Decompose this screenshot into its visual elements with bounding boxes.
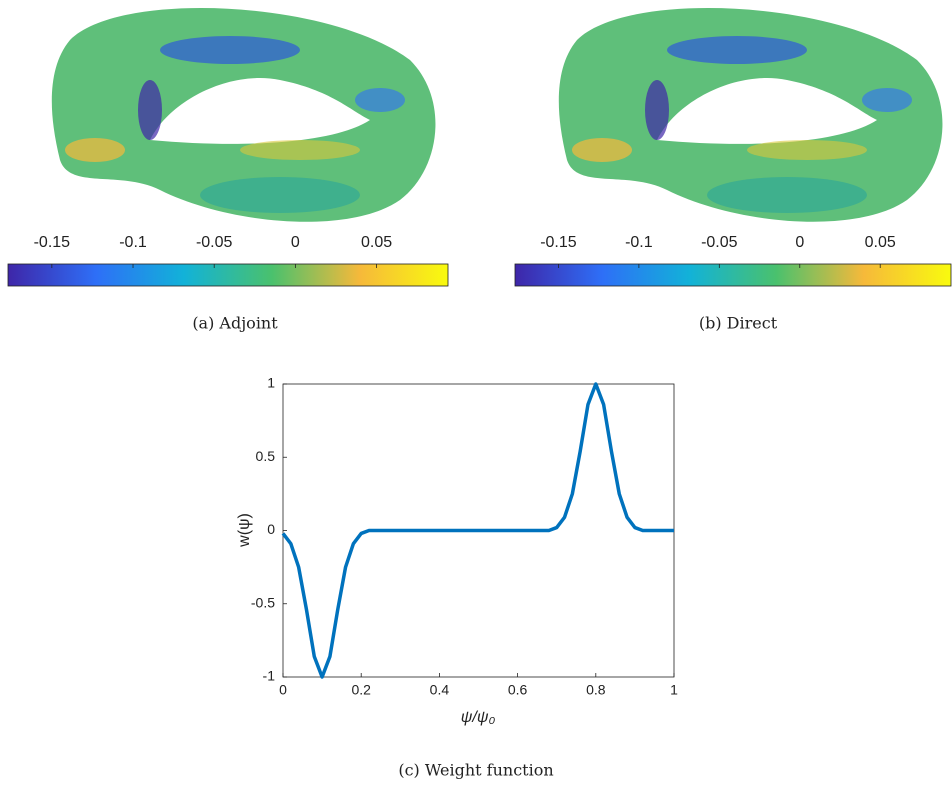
y-tick-label: 1 bbox=[267, 375, 275, 391]
line-series bbox=[283, 384, 674, 677]
colorbar bbox=[8, 264, 448, 286]
colorbar-tick-label: 0 bbox=[291, 234, 300, 251]
colorbar-tick-label: -0.05 bbox=[701, 234, 738, 251]
x-tick-label: 0.8 bbox=[586, 682, 606, 698]
x-tick-label: 0.6 bbox=[508, 682, 528, 698]
figure: -0.15 -0.1 -0.05 0 0.05 (a) Adjoint -0.15 -0.1 -… bbox=[0, 0, 952, 788]
page: -0.15 -0.1 -0.05 0 0.05 (a) Adjoint -0.15 -0.1 -… bbox=[0, 0, 952, 788]
x-tick-label: 0.2 bbox=[351, 682, 371, 698]
y-tick-label: -1 bbox=[263, 668, 276, 684]
y-tick-label: 0.5 bbox=[256, 448, 276, 464]
colorbar-tick-label: -0.15 bbox=[540, 234, 577, 251]
x-tick-label: 0 bbox=[279, 682, 287, 698]
colorbar-tick-label: -0.1 bbox=[625, 234, 653, 251]
y-tick-label: 0 bbox=[267, 521, 275, 537]
x-tick-label: 0.4 bbox=[430, 682, 450, 698]
colorbar-tick-label: 0.05 bbox=[361, 234, 392, 251]
caption: (c) Weight function bbox=[398, 761, 553, 780]
colorbar-tick-label: 0 bbox=[795, 234, 804, 251]
colorbar-tick-label: 0.05 bbox=[865, 234, 896, 251]
colorbar-tick-label: -0.05 bbox=[196, 234, 233, 251]
y-axis-label: w(ψ) bbox=[236, 513, 253, 548]
surface-render bbox=[559, 8, 943, 222]
colorbar-tick-label: -0.1 bbox=[119, 234, 147, 251]
y-tick-label: -0.5 bbox=[251, 594, 275, 610]
colorbar-tick-label: -0.15 bbox=[34, 234, 71, 251]
colorbar bbox=[515, 264, 951, 286]
caption: (a) Adjoint bbox=[192, 314, 278, 333]
surface-render bbox=[52, 8, 436, 222]
caption: (b) Direct bbox=[699, 314, 778, 333]
x-axis-label: ψ/ψ₀ bbox=[461, 709, 496, 726]
x-tick-label: 1 bbox=[670, 682, 678, 698]
